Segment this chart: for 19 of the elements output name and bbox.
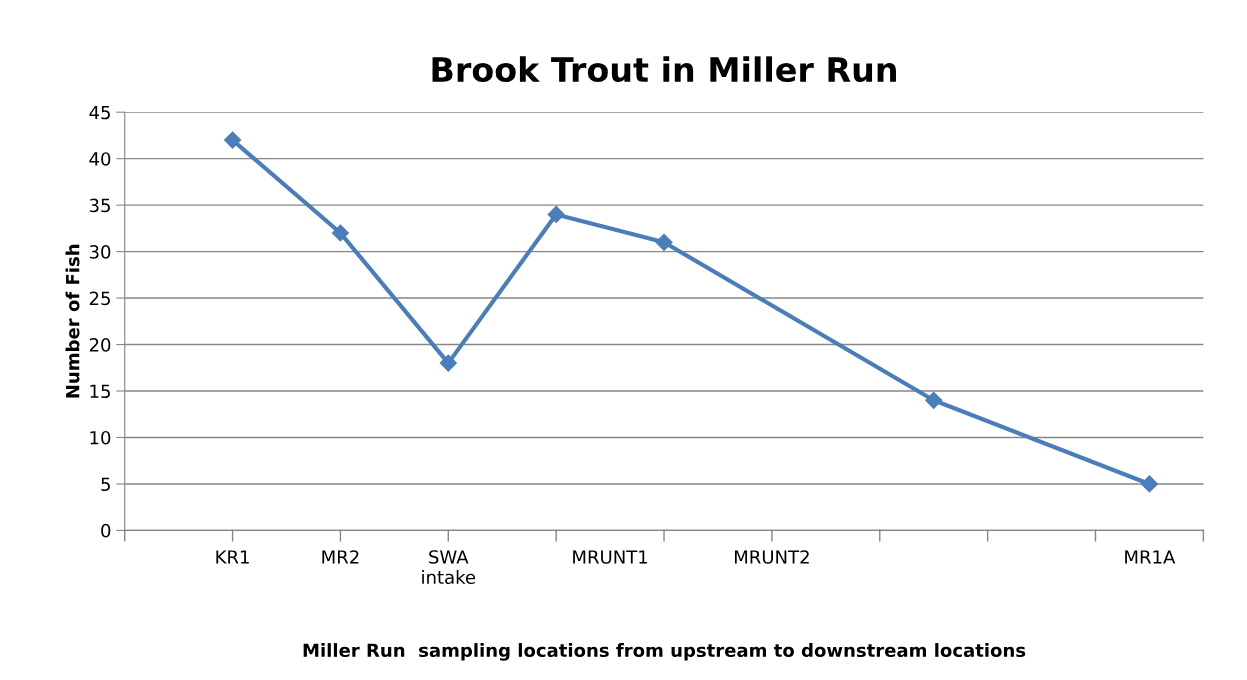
y-tick-label: 30	[89, 245, 111, 259]
y-tick-label: 40	[89, 152, 111, 166]
x-tick-label: MR1A	[1125, 550, 1176, 564]
x-tick-label: SWA intake	[422, 550, 476, 585]
x-tick-label: KR1	[216, 550, 249, 564]
y-axis-title: Number of Fish	[65, 244, 80, 398]
y-tick-label: 15	[90, 384, 110, 399]
y-tick-label: 5	[101, 477, 110, 492]
y-tick-label: 20	[89, 337, 111, 352]
y-tick-label: 35	[89, 198, 110, 213]
y-tick-label: 25	[89, 291, 110, 306]
x-tick-label: MRUNT1	[573, 550, 648, 564]
x-tick-label: MRUNT2	[734, 550, 809, 564]
x-tick-label: MR2	[322, 550, 359, 564]
y-tick-label: 0	[101, 523, 111, 538]
y-tick-label: 45	[89, 105, 110, 120]
y-tick-label: 10	[90, 430, 111, 445]
x-axis-title: Miller Run sampling locations from upstream to downstream locations	[303, 643, 1026, 661]
chart-title: Brook Trout in Miller Run	[432, 56, 896, 83]
